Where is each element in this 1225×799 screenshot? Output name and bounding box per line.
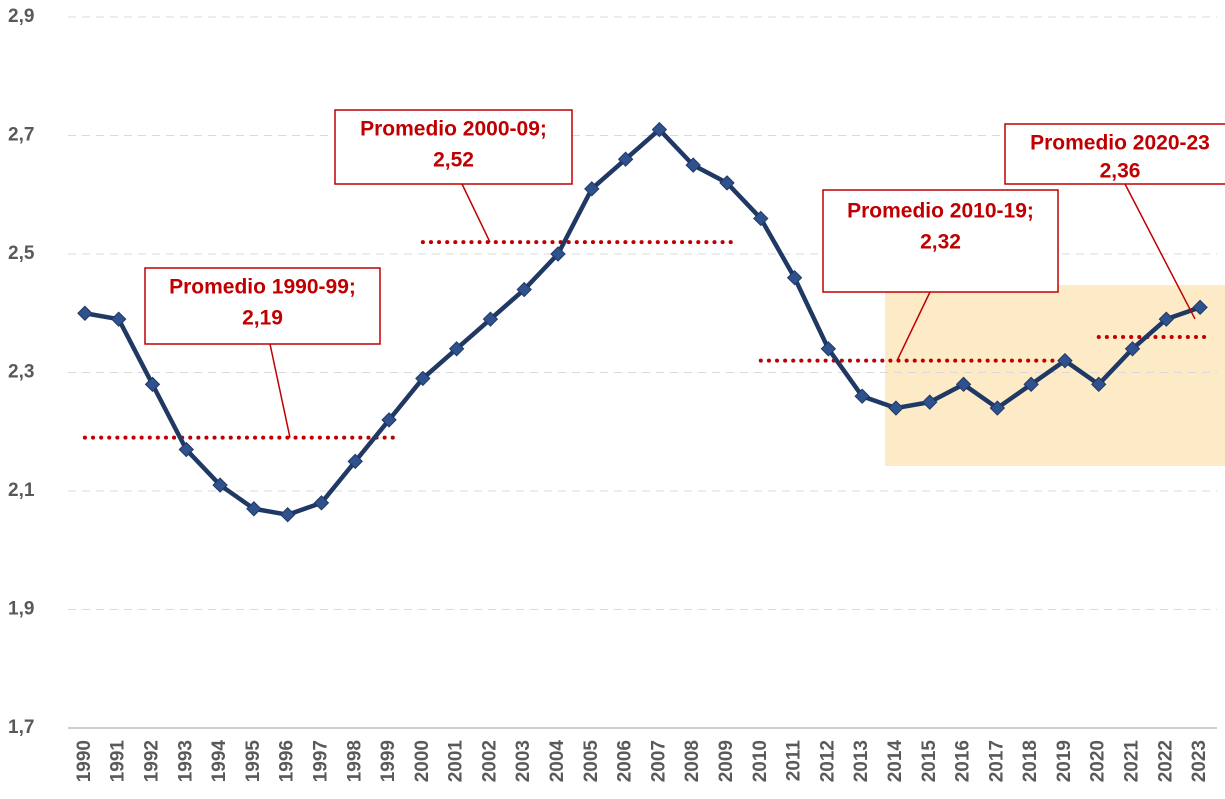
leader-line <box>461 183 491 243</box>
annotation-value: 2,52 <box>433 149 474 172</box>
data-point <box>1158 311 1175 327</box>
x-tick-label: 2022 <box>1155 740 1176 782</box>
data-point <box>448 341 465 357</box>
annotation-value: 2,19 <box>242 307 283 330</box>
x-tick-label: 2011 <box>784 740 805 782</box>
y-tick-label: 2,1 <box>8 480 35 501</box>
data-point <box>719 175 735 191</box>
x-tick-label: 2013 <box>851 740 872 782</box>
leader-line <box>896 291 931 361</box>
data-point <box>279 506 296 523</box>
x-tick-label: 2000 <box>412 740 433 782</box>
x-tick-label: 1991 <box>108 740 129 783</box>
x-tick-label: 2018 <box>1020 740 1041 782</box>
data-point <box>753 210 769 227</box>
x-tick-label: 2010 <box>750 740 771 782</box>
data-line <box>84 127 1201 517</box>
x-tick-label: 2004 <box>547 740 568 783</box>
annotation-box <box>1004 123 1225 185</box>
annotation-value: 2,32 <box>920 231 961 254</box>
data-point <box>1023 376 1039 393</box>
highlight-region <box>885 285 1225 466</box>
y-tick-label: 2,5 <box>8 243 35 264</box>
data-point <box>1192 299 1208 316</box>
x-tick-label: 2007 <box>648 740 669 782</box>
data-point <box>381 412 397 428</box>
data-point <box>617 151 634 167</box>
x-tick-label: 2019 <box>1054 740 1075 782</box>
data-point <box>854 388 870 404</box>
data-point <box>212 477 228 493</box>
data-point <box>1091 376 1107 393</box>
leader-line <box>269 343 291 438</box>
data-point <box>1124 341 1141 357</box>
x-tick-label: 1995 <box>243 740 264 783</box>
x-tick-label: 2017 <box>986 740 1007 782</box>
data-point <box>110 311 127 327</box>
x-tick-label: 2003 <box>513 740 534 782</box>
data-point <box>246 501 262 517</box>
data-point <box>651 121 668 138</box>
x-tick-label: 1999 <box>378 740 399 782</box>
x-tick-label: 2021 <box>1122 740 1143 783</box>
annotation-value: 2,36 <box>1100 160 1141 183</box>
y-tick-label: 1,9 <box>8 599 34 620</box>
y-tick-label: 1,7 <box>8 717 34 738</box>
x-tick-label: 1990 <box>74 740 95 782</box>
data-point <box>178 441 194 458</box>
data-point <box>415 370 431 387</box>
y-tick-label: 2,7 <box>8 125 34 146</box>
x-tick-label: 2016 <box>953 740 974 782</box>
data-point <box>144 376 161 393</box>
annotation-title: Promedio 2020-23 <box>1030 132 1210 155</box>
annotation-title: Promedio 2000-09; <box>360 118 547 141</box>
data-point <box>820 341 837 357</box>
data-point <box>482 311 499 327</box>
data-point <box>888 400 904 416</box>
data-point <box>955 376 972 393</box>
annotation-title: Promedio 1990-99; <box>169 276 356 299</box>
data-point <box>347 453 363 470</box>
x-tick-label: 2005 <box>581 740 602 783</box>
x-tick-label: 2009 <box>716 740 737 782</box>
x-tick-label: 1993 <box>175 740 196 782</box>
x-tick-label: 2020 <box>1088 740 1109 782</box>
y-tick-label: 2,9 <box>8 6 34 27</box>
data-point <box>313 495 330 511</box>
x-tick-label: 2001 <box>446 740 467 783</box>
x-tick-label: 2002 <box>479 740 500 782</box>
y-tick-label: 2,3 <box>8 362 34 383</box>
x-tick-label: 2015 <box>919 740 940 783</box>
x-tick-label: 1996 <box>277 740 298 782</box>
x-tick-label: 1997 <box>310 740 331 782</box>
data-point <box>922 394 938 410</box>
x-tick-label: 2014 <box>885 740 906 783</box>
data-point <box>516 281 532 298</box>
x-tick-label: 1992 <box>142 740 163 782</box>
x-tick-label: 1998 <box>344 740 365 782</box>
x-tick-label: 1994 <box>209 740 230 783</box>
leader-line <box>1124 183 1196 320</box>
data-point <box>786 269 803 286</box>
x-tick-label: 2023 <box>1189 740 1210 782</box>
data-point <box>550 246 566 262</box>
data-point <box>989 400 1006 416</box>
data-point <box>1057 352 1073 369</box>
annotation-box <box>144 267 381 345</box>
annotation-title: Promedio 2010-19; <box>847 200 1034 223</box>
x-tick-label: 2008 <box>682 740 703 782</box>
x-tick-label: 2006 <box>615 740 636 782</box>
x-tick-label: 2012 <box>817 740 838 782</box>
annotation-box <box>334 109 573 185</box>
data-point <box>584 181 600 197</box>
data-point <box>77 305 93 321</box>
annotation-box <box>822 189 1059 293</box>
data-point <box>685 157 701 173</box>
